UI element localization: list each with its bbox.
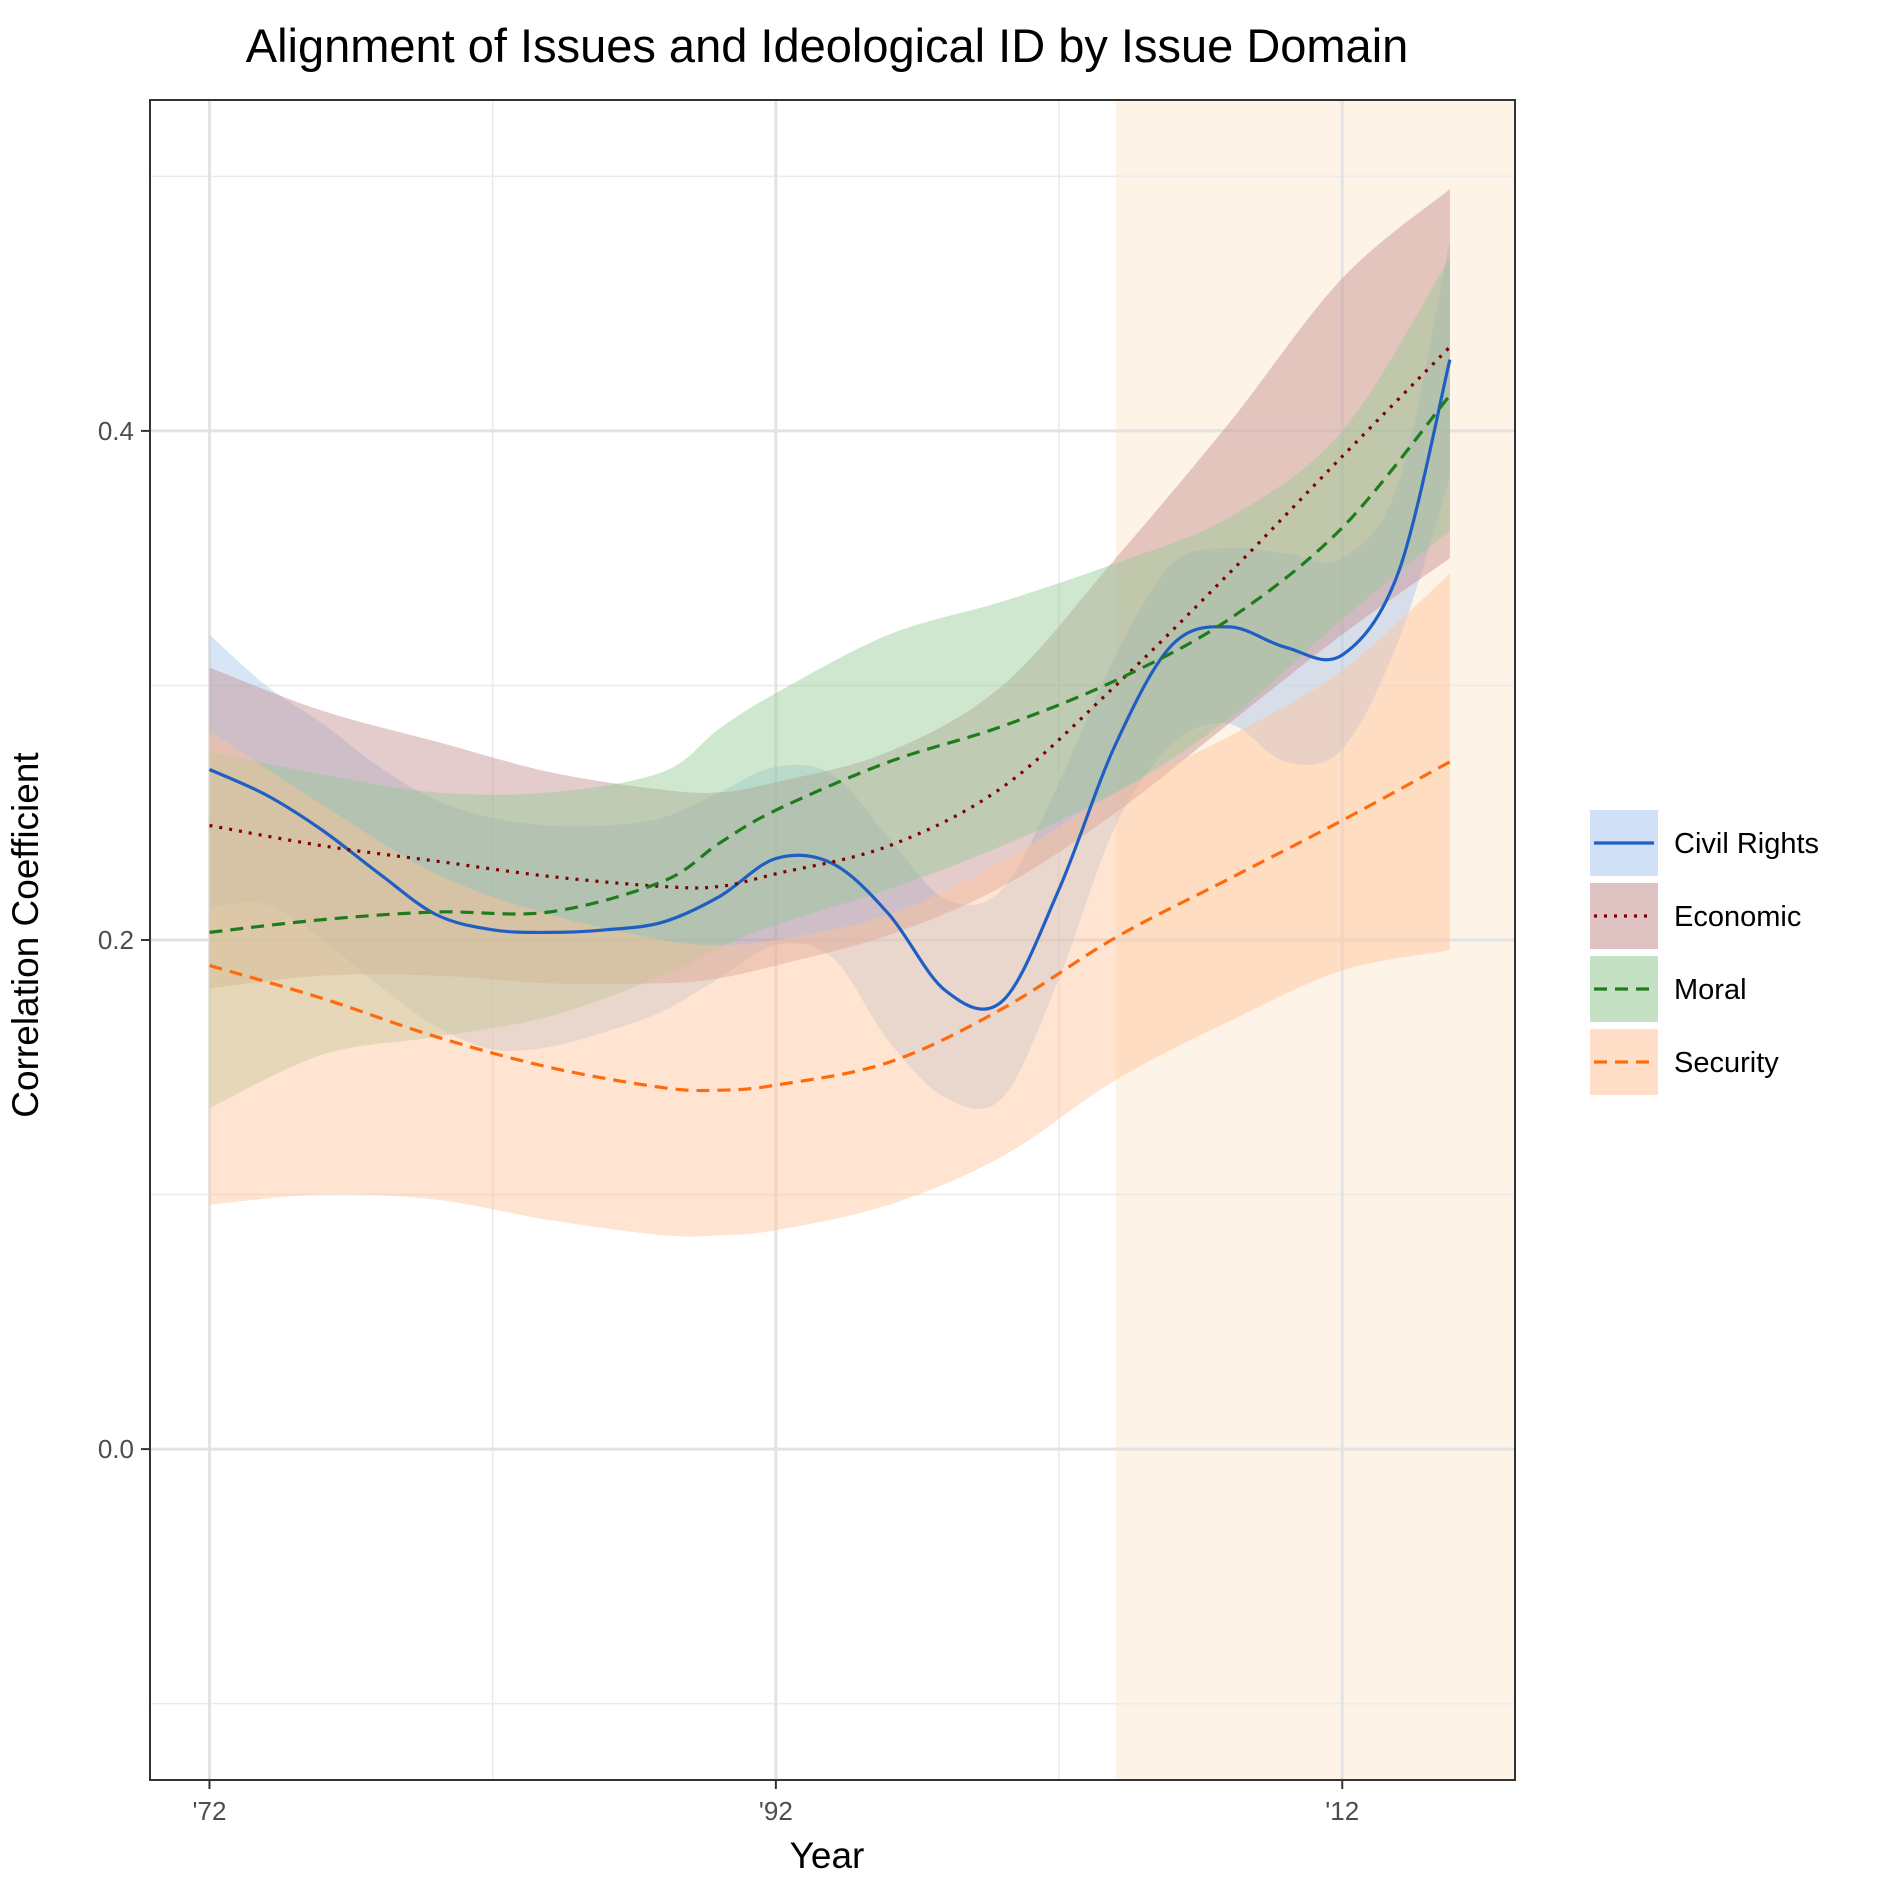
legend-label: Civil Rights [1674, 828, 1819, 860]
y-tick-label: 0.4 [98, 416, 134, 446]
x-tick-label: '72 [193, 1796, 227, 1826]
chart-title: Alignment of Issues and Ideological ID b… [246, 19, 1409, 72]
axes: 0.0 0.2 0.4 '72 '92 '12 [98, 99, 1516, 1826]
y-tick-label: 0.2 [98, 925, 134, 955]
confidence-band-civil-rights [209, 240, 1450, 1110]
confidence-band-economic [209, 189, 1450, 989]
legend-label: Security [1674, 1047, 1779, 1079]
plot-area [150, 100, 1515, 1780]
x-tick-label: '92 [759, 1796, 793, 1826]
series-line-moral [209, 394, 1452, 934]
confidence-band-moral [209, 257, 1450, 1108]
series-line-security [209, 760, 1451, 1093]
y-axis-title: Correlation Coefficient [5, 752, 46, 1118]
x-tick-label: '12 [1325, 1796, 1359, 1826]
y-tick-label: 0.0 [98, 1434, 134, 1464]
legend: Civil Rights Economic Moral Security [1590, 810, 1819, 1095]
series-line-civil-rights [208, 359, 1452, 1011]
confidence-band-security [209, 573, 1450, 1237]
x-axis-title: Year [790, 1835, 865, 1876]
legend-label: Economic [1674, 901, 1801, 933]
legend-label: Moral [1674, 974, 1747, 1006]
series-line-economic [209, 345, 1452, 890]
